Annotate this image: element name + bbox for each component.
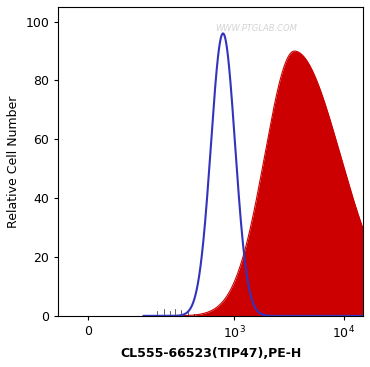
X-axis label: CL555-66523(TIP47),PE-H: CL555-66523(TIP47),PE-H (120, 347, 301, 360)
Text: WWW.PTGLAB.COM: WWW.PTGLAB.COM (215, 24, 297, 33)
Y-axis label: Relative Cell Number: Relative Cell Number (7, 95, 20, 228)
